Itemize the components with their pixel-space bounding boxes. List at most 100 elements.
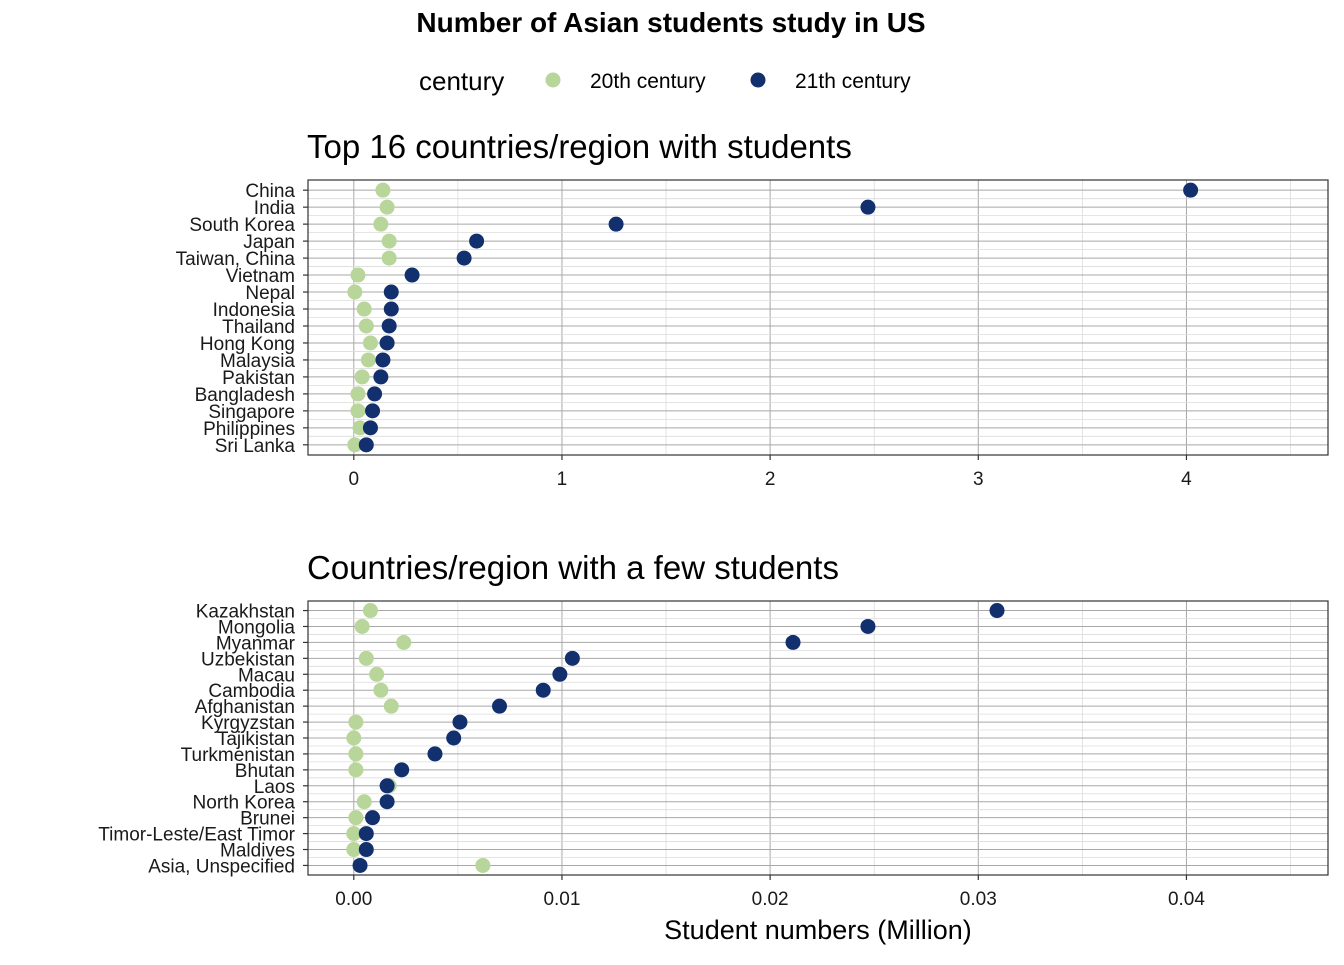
panel-title-few-students: Countries/region with a few students	[307, 549, 839, 586]
point-20th-century-timor-leste-east-timor	[346, 826, 362, 842]
point-20th-century-turkmenistan	[348, 746, 364, 762]
x-tick-label: 0.01	[543, 889, 580, 910]
point-21th-century-north-korea	[379, 794, 395, 810]
legend: century 20th century 21th century	[419, 66, 911, 96]
y-tick-label-malaysia: Malaysia	[220, 351, 295, 372]
point-21th-century-turkmenistan	[427, 746, 443, 762]
point-21th-century-sri-lanka	[358, 437, 374, 453]
point-20th-century-tajikistan	[346, 730, 362, 746]
point-20th-century-maldives	[346, 842, 362, 858]
y-tick-label-singapore: Singapore	[208, 402, 295, 423]
y-tick-label-japan: Japan	[243, 232, 295, 253]
point-21th-century-timor-leste-east-timor	[358, 826, 374, 842]
point-20th-century-kazakhstan	[362, 603, 378, 619]
point-21th-century-kazakhstan	[989, 603, 1005, 619]
point-21th-century-mongolia	[860, 618, 876, 634]
point-21th-century-maldives	[358, 842, 374, 858]
point-21th-century-taiwan-china	[456, 250, 472, 266]
y-tick-label-bangladesh: Bangladesh	[195, 385, 295, 406]
point-20th-century-mongolia	[354, 618, 370, 634]
point-21th-century-philippines	[362, 420, 378, 436]
point-21th-century-indonesia	[383, 301, 399, 317]
point-21th-century-thailand	[381, 318, 397, 334]
point-21th-century-bangladesh	[367, 386, 383, 402]
x-tick-label: 4	[1181, 469, 1192, 490]
y-tick-label-south-korea: South Korea	[189, 215, 295, 236]
y-tick-label-bhutan: Bhutan	[235, 761, 295, 782]
y-tick-label-indonesia: Indonesia	[213, 300, 296, 321]
point-20th-century-macau	[369, 666, 385, 682]
point-21th-century-china	[1183, 182, 1199, 198]
panel-few-students: KazakhstanMongoliaMyanmarUzbekistanMacau…	[98, 600, 1329, 910]
point-20th-century-japan	[381, 233, 397, 249]
point-20th-century-indonesia	[356, 301, 372, 317]
y-tick-label-nepal: Nepal	[245, 283, 295, 304]
point-20th-century-vietnam	[350, 267, 366, 283]
y-tick-label-china: China	[245, 181, 295, 202]
y-tick-label-macau: Macau	[238, 665, 295, 686]
y-tick-label-thailand: Thailand	[222, 317, 295, 338]
point-20th-century-bangladesh	[350, 386, 366, 402]
y-tick-label-asia-unspecified: Asia, Unspecified	[148, 856, 295, 877]
point-20th-century-malaysia	[360, 352, 376, 368]
point-21th-century-bhutan	[394, 762, 410, 778]
point-21th-century-laos	[379, 778, 395, 794]
point-21th-century-myanmar	[785, 634, 801, 650]
point-20th-century-thailand	[358, 318, 374, 334]
y-tick-label-north-korea: North Korea	[193, 793, 296, 814]
point-20th-century-asia-unspecified	[475, 857, 491, 873]
x-tick-label: 0.04	[1168, 889, 1205, 910]
y-tick-label-vietnam: Vietnam	[226, 266, 295, 287]
point-20th-century-afghanistan	[383, 698, 399, 714]
point-20th-century-taiwan-china	[381, 250, 397, 266]
legend-title: century	[419, 66, 504, 96]
point-20th-century-uzbekistan	[358, 650, 374, 666]
y-tick-label-maldives: Maldives	[220, 841, 295, 862]
point-21th-century-uzbekistan	[564, 650, 580, 666]
point-20th-century-nepal	[347, 284, 363, 300]
y-tick-label-timor-leste-east-timor: Timor-Leste/East Timor	[98, 825, 295, 846]
point-20th-century-pakistan	[354, 369, 370, 385]
y-tick-label-philippines: Philippines	[203, 419, 295, 440]
point-21th-century-brunei	[365, 810, 381, 826]
point-20th-century-india	[379, 199, 395, 215]
point-20th-century-sri-lanka	[347, 437, 363, 453]
y-tick-label-uzbekistan: Uzbekistan	[201, 649, 295, 670]
y-tick-label-sri-lanka: Sri Lanka	[215, 436, 296, 457]
point-20th-century-philippines	[352, 420, 368, 436]
point-21th-century-south-korea	[608, 216, 624, 232]
y-tick-label-brunei: Brunei	[240, 809, 295, 830]
y-tick-label-hong-kong: Hong Kong	[200, 334, 295, 355]
point-20th-century-north-korea	[356, 794, 372, 810]
legend-swatch-21th-century	[750, 72, 766, 88]
y-tick-label-india: India	[254, 198, 296, 219]
point-21th-century-pakistan	[373, 369, 389, 385]
x-tick-label: 2	[765, 469, 776, 490]
x-tick-label: 0.03	[960, 889, 997, 910]
legend-label-20th-century: 20th century	[590, 70, 706, 93]
point-20th-century-singapore	[350, 403, 366, 419]
y-tick-label-kyrgyzstan: Kyrgyzstan	[201, 713, 295, 734]
x-tick-label: 1	[557, 469, 568, 490]
point-20th-century-cambodia	[373, 682, 389, 698]
chart-title: Number of Asian students study in US	[416, 7, 925, 38]
point-20th-century-bhutan	[348, 762, 364, 778]
legend-swatch-20th-century	[545, 72, 561, 88]
point-21th-century-afghanistan	[492, 698, 508, 714]
y-tick-label-pakistan: Pakistan	[222, 368, 295, 389]
point-21th-century-japan	[469, 233, 485, 249]
point-21th-century-macau	[552, 666, 568, 682]
point-21th-century-cambodia	[535, 682, 551, 698]
point-21th-century-singapore	[365, 403, 381, 419]
x-axis-title: Student numbers (Million)	[664, 915, 972, 945]
x-tick-label: 0.02	[752, 889, 789, 910]
x-tick-label: 3	[973, 469, 984, 490]
y-tick-label-taiwan-china: Taiwan, China	[176, 249, 296, 270]
point-20th-century-kyrgyzstan	[348, 714, 364, 730]
point-20th-century-hong-kong	[362, 335, 378, 351]
y-tick-label-tajikistan: Tajikistan	[217, 729, 295, 750]
y-tick-label-afghanistan: Afghanistan	[195, 697, 295, 718]
x-tick-label: 0.00	[335, 889, 372, 910]
